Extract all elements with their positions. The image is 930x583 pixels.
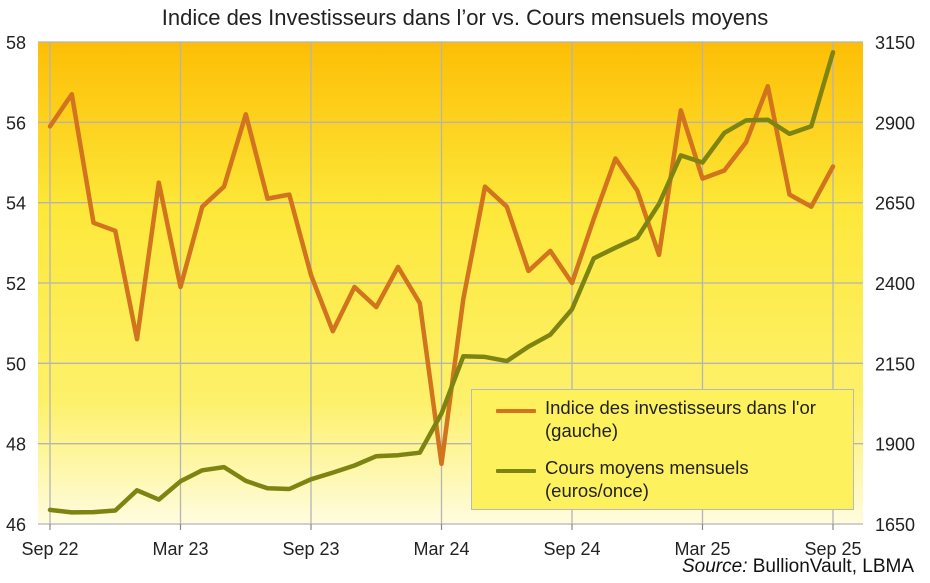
y-left-tick-label: 56 — [6, 113, 26, 133]
legend-label-price-line1: Cours moyens mensuels — [545, 457, 749, 478]
legend-swatch-price — [496, 469, 536, 473]
y-left-tick-label: 54 — [6, 194, 26, 214]
x-tick-label: Sep 22 — [21, 539, 78, 559]
y-right-tick-label: 3150 — [875, 33, 915, 53]
legend-label-index-line2: (gauche) — [545, 420, 619, 441]
x-tick-label: Mar 25 — [674, 539, 730, 559]
y-left-tick-label: 52 — [6, 274, 26, 294]
legend-label-index-line1: Indice des investisseurs dans l'or — [545, 397, 816, 418]
legend-swatch-index — [496, 409, 536, 413]
source-label: Source: — [682, 556, 748, 577]
y-left-tick-label: 50 — [6, 354, 26, 374]
series-line-investor-index — [47, 83, 836, 467]
y-left-tick-label: 58 — [6, 33, 26, 53]
axes: 46 1650 48 1900 50 2150 52 2400 54 2650 56 2900 58 31… — [6, 33, 915, 559]
legend-label-index: Indice des investisseurs dans l'or (gauc… — [545, 396, 845, 442]
x-tick-label: Sep 24 — [543, 539, 600, 559]
x-tick-label: Mar 23 — [152, 539, 208, 559]
y-right-tick-label: 2400 — [875, 274, 915, 294]
y-right-tick-label: 2150 — [875, 354, 915, 374]
y-left-tick-label: 46 — [6, 515, 26, 535]
chart-title: Indice des Investisseurs dans l’or vs. C… — [161, 5, 769, 30]
y-right-tick-label: 1900 — [875, 435, 915, 455]
source-text: BullionVault, LBMA — [747, 556, 914, 577]
y-right-tick-label: 1650 — [875, 515, 915, 535]
source-note: Source: BullionVault, LBMA — [682, 556, 914, 578]
series-line-gold-price — [47, 50, 836, 515]
x-tick-label: Sep 23 — [282, 539, 339, 559]
x-tick-label: Mar 24 — [413, 539, 469, 559]
legend: Indice des investisseurs dans l'or (gauc… — [471, 389, 854, 510]
y-right-tick-label: 2900 — [875, 113, 915, 133]
legend-label-price-line2: (euros/once) — [545, 480, 649, 501]
legend-label-price: Cours moyens mensuels (euros/once) — [545, 456, 845, 502]
series-layer — [47, 50, 836, 515]
grid — [38, 41, 863, 525]
y-right-tick-label: 2650 — [875, 194, 915, 214]
y-left-tick-label: 48 — [6, 435, 26, 455]
x-tick-label: Sep 25 — [804, 539, 861, 559]
